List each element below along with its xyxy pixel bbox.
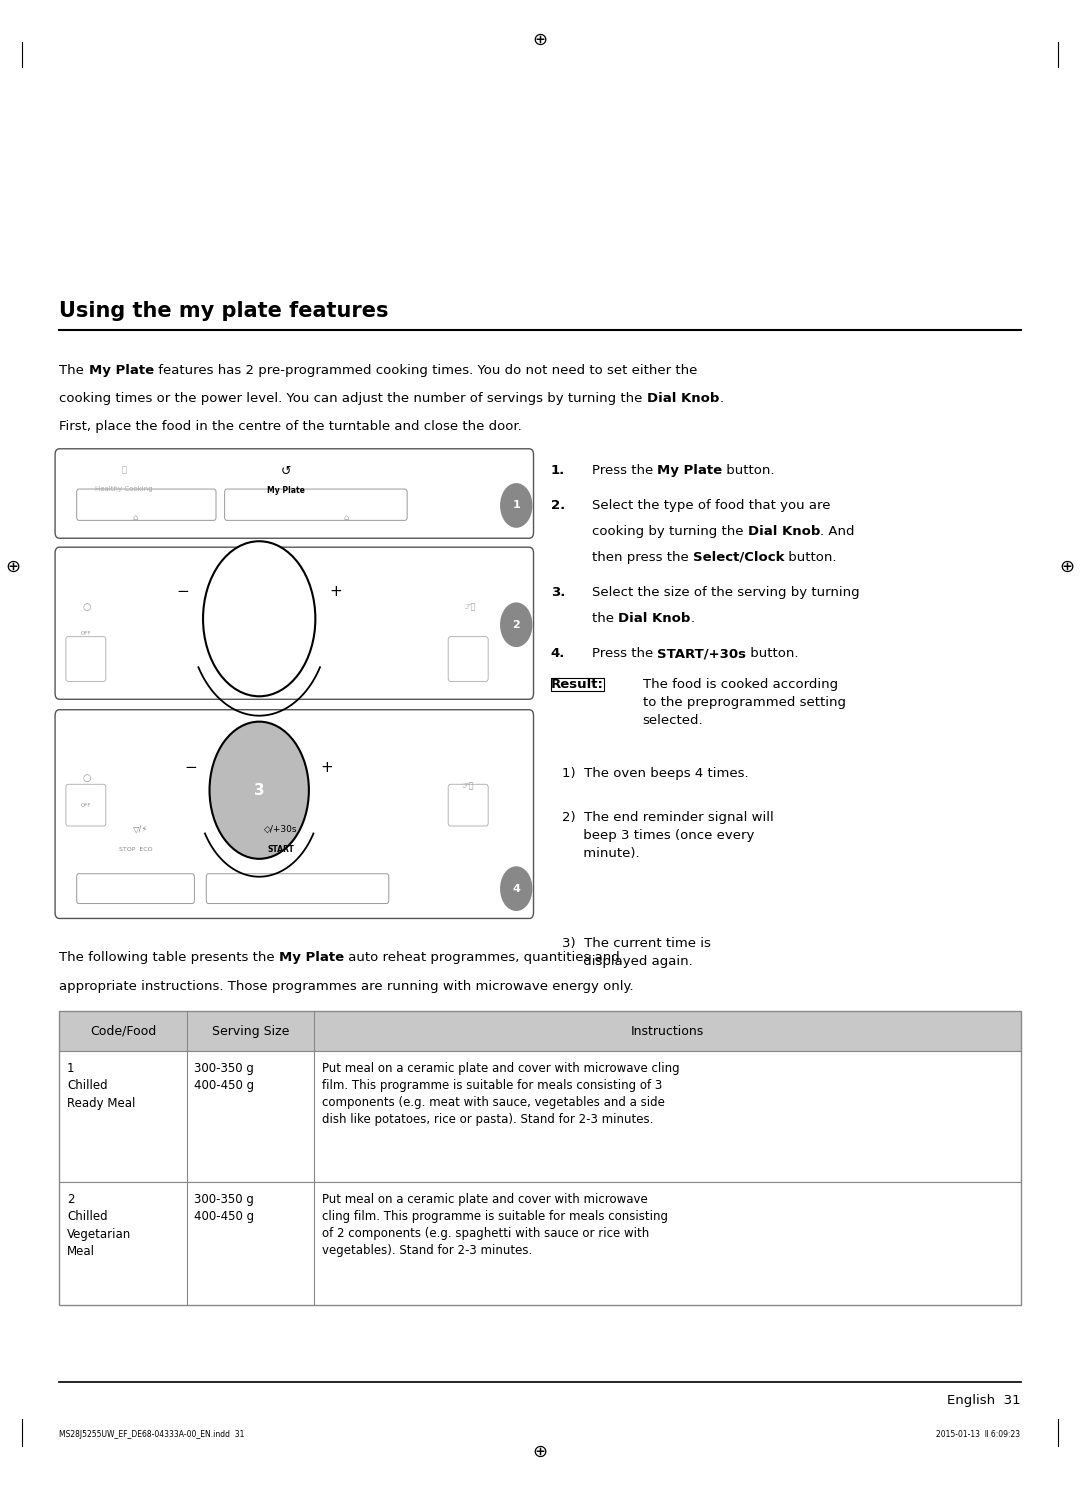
Text: 2.: 2. <box>551 498 565 511</box>
Text: The food is cooked according
to the preprogrammed setting
selected.: The food is cooked according to the prep… <box>643 677 846 726</box>
Text: ◇/+30s: ◇/+30s <box>264 825 298 833</box>
Text: auto reheat programmes, quantities and: auto reheat programmes, quantities and <box>345 951 620 965</box>
Text: then press the: then press the <box>592 550 693 564</box>
FancyBboxPatch shape <box>77 874 194 904</box>
Bar <box>59 1182 1021 1305</box>
Text: Press the: Press the <box>592 647 658 661</box>
Text: The following table presents the: The following table presents the <box>59 951 280 965</box>
Text: Instructions: Instructions <box>631 1024 704 1038</box>
Text: ⊕: ⊕ <box>532 1443 548 1461</box>
FancyBboxPatch shape <box>55 710 534 918</box>
Text: START: START <box>268 845 294 854</box>
Circle shape <box>210 722 309 859</box>
Text: ▽/⚡: ▽/⚡ <box>133 825 148 833</box>
FancyBboxPatch shape <box>77 489 216 520</box>
Text: ⊕: ⊕ <box>5 558 21 576</box>
Text: Put meal on a ceramic plate and cover with microwave cling
film. This programme : Put meal on a ceramic plate and cover wi… <box>322 1062 679 1126</box>
FancyBboxPatch shape <box>55 547 534 699</box>
Text: Press the: Press the <box>592 464 658 477</box>
Text: the: the <box>592 611 618 625</box>
Text: +: + <box>321 760 334 775</box>
Text: ⌂: ⌂ <box>133 513 137 522</box>
Text: The: The <box>59 364 89 377</box>
Text: 1
Chilled
Ready Meal: 1 Chilled Ready Meal <box>67 1062 135 1109</box>
FancyBboxPatch shape <box>206 874 389 904</box>
Text: MS28J5255UW_EF_DE68-04333A-00_EN.indd  31: MS28J5255UW_EF_DE68-04333A-00_EN.indd 31 <box>59 1430 245 1439</box>
Text: My Plate: My Plate <box>658 464 723 477</box>
Text: OFF: OFF <box>81 802 92 808</box>
FancyBboxPatch shape <box>55 449 534 538</box>
Text: 🚶: 🚶 <box>122 465 126 474</box>
FancyBboxPatch shape <box>225 489 407 520</box>
Circle shape <box>500 602 532 647</box>
Text: 2: 2 <box>512 620 521 629</box>
FancyBboxPatch shape <box>66 784 106 826</box>
Bar <box>59 1011 1021 1305</box>
Text: Serving Size: Serving Size <box>212 1024 289 1038</box>
Text: Using the my plate features: Using the my plate features <box>59 301 389 321</box>
Text: START/+30s: START/+30s <box>658 647 746 661</box>
Text: .: . <box>690 611 694 625</box>
Circle shape <box>203 541 315 696</box>
Text: ⊕: ⊕ <box>532 31 548 49</box>
Text: OFF: OFF <box>81 631 92 637</box>
Bar <box>59 1051 1021 1182</box>
Text: 3)  The current time is
     displayed again.: 3) The current time is displayed again. <box>562 936 711 968</box>
Text: .: . <box>719 392 724 406</box>
Text: 1: 1 <box>512 501 521 510</box>
Circle shape <box>500 483 532 528</box>
Text: 4.: 4. <box>551 647 565 661</box>
Text: Put meal on a ceramic plate and cover with microwave
cling film. This programme : Put meal on a ceramic plate and cover wi… <box>322 1193 667 1257</box>
Text: Select/Clock: Select/Clock <box>693 550 784 564</box>
Text: ☞⌛: ☞⌛ <box>463 602 476 611</box>
Text: First, place the food in the centre of the turntable and close the door.: First, place the food in the centre of t… <box>59 420 522 434</box>
Text: 2015-01-13  Ⅱ 6:09:23: 2015-01-13 Ⅱ 6:09:23 <box>936 1430 1021 1439</box>
Text: button.: button. <box>746 647 799 661</box>
Text: English  31: English 31 <box>947 1394 1021 1408</box>
Text: My Plate: My Plate <box>280 951 345 965</box>
Text: features has 2 pre-programmed cooking times. You do not need to set either the: features has 2 pre-programmed cooking ti… <box>153 364 697 377</box>
Text: 300-350 g
400-450 g: 300-350 g 400-450 g <box>194 1062 255 1091</box>
Text: My Plate: My Plate <box>267 486 306 495</box>
Text: . And: . And <box>820 525 854 538</box>
Text: Healthy Cooking: Healthy Cooking <box>95 486 153 492</box>
Text: Dial Knob: Dial Knob <box>747 525 820 538</box>
Text: cooking times or the power level. You can adjust the number of servings by turni: cooking times or the power level. You ca… <box>59 392 647 406</box>
Text: button.: button. <box>723 464 775 477</box>
Text: 2)  The end reminder signal will
     beep 3 times (once every
     minute).: 2) The end reminder signal will beep 3 t… <box>562 811 773 860</box>
Text: 1)  The oven beeps 4 times.: 1) The oven beeps 4 times. <box>562 766 748 780</box>
Bar <box>59 1011 1021 1051</box>
FancyBboxPatch shape <box>448 784 488 826</box>
Text: Code/Food: Code/Food <box>90 1024 157 1038</box>
FancyBboxPatch shape <box>66 637 106 681</box>
Text: −: − <box>185 760 198 775</box>
Text: cooking by turning the: cooking by turning the <box>592 525 747 538</box>
Text: button.: button. <box>784 550 837 564</box>
Text: 1.: 1. <box>551 464 565 477</box>
Text: ○: ○ <box>82 774 91 783</box>
Text: 4: 4 <box>512 884 521 893</box>
Text: Result:: Result: <box>551 677 604 690</box>
Text: ○: ○ <box>82 602 91 611</box>
Text: ↺: ↺ <box>281 465 292 479</box>
FancyBboxPatch shape <box>448 637 488 681</box>
Text: appropriate instructions. Those programmes are running with microwave energy onl: appropriate instructions. Those programm… <box>59 980 634 993</box>
Text: 300-350 g
400-450 g: 300-350 g 400-450 g <box>194 1193 255 1223</box>
Text: Dial Knob: Dial Knob <box>647 392 719 406</box>
Text: 3.: 3. <box>551 586 565 599</box>
Text: 2
Chilled
Vegetarian
Meal: 2 Chilled Vegetarian Meal <box>67 1193 131 1258</box>
Text: Dial Knob: Dial Knob <box>618 611 690 625</box>
Text: 3: 3 <box>254 783 265 798</box>
Text: Select the type of food that you are: Select the type of food that you are <box>592 498 831 511</box>
Circle shape <box>500 866 532 911</box>
Text: My Plate: My Plate <box>89 364 153 377</box>
Text: ⊕: ⊕ <box>1059 558 1075 576</box>
Text: Select the size of the serving by turning: Select the size of the serving by turnin… <box>592 586 860 599</box>
Text: −: − <box>176 584 189 599</box>
Text: ☞⌛: ☞⌛ <box>461 781 474 790</box>
Text: STOP  ECO: STOP ECO <box>119 847 152 853</box>
Text: +: + <box>329 584 342 599</box>
Text: ⌂: ⌂ <box>343 513 348 522</box>
